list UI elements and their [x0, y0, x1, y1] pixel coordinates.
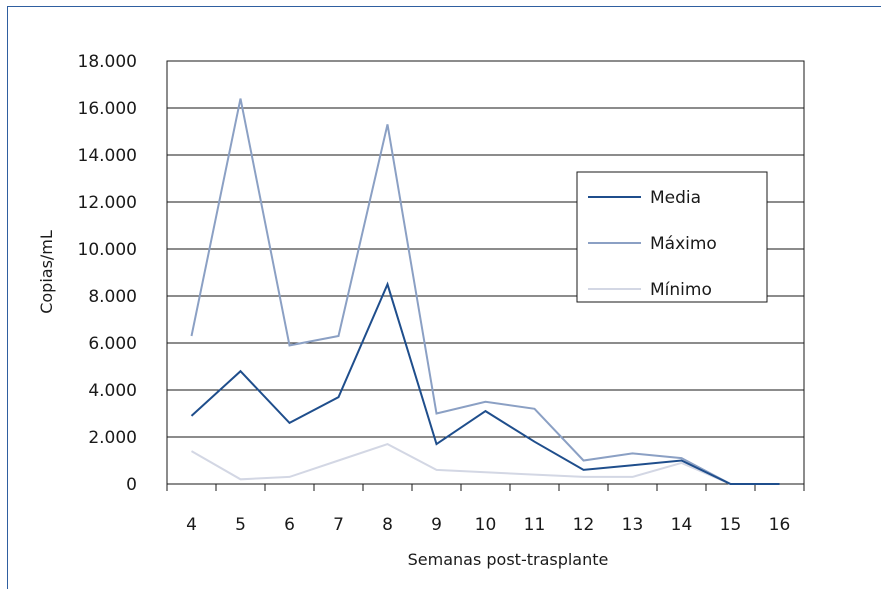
x-tick-labels: 4 5 6 7 8 9 10 11 12 13 14 15 16	[186, 515, 790, 535]
legend-box	[576, 171, 768, 303]
x-tick-label: 10	[475, 515, 497, 535]
legend-label-media: Media	[650, 188, 701, 208]
x-tick-label: 13	[622, 515, 644, 535]
x-tick-label: 15	[720, 515, 742, 535]
y-tick-label: 18.000	[78, 52, 137, 72]
y-axis-title: Copias/mL	[37, 230, 56, 314]
series-line-minimo	[191, 443, 780, 485]
x-tick-label: 6	[284, 515, 295, 535]
x-tick-label: 12	[573, 515, 595, 535]
legend-label-maximo: Máximo	[650, 234, 717, 254]
series-line-media	[190, 281, 780, 485]
y-tick-label: 10.000	[78, 240, 137, 260]
series-lines	[190, 98, 780, 485]
x-tick-label: 5	[235, 515, 246, 535]
y-tick-label: 8.000	[88, 287, 137, 307]
x-tick-label: 9	[431, 515, 442, 535]
x-tick-label: 11	[524, 515, 546, 535]
y-tick-label: 4.000	[88, 381, 137, 401]
x-tick-label: 7	[333, 515, 344, 535]
x-tick-label: 4	[186, 515, 197, 535]
x-tick-label: 14	[671, 515, 693, 535]
x-axis-title: Semanas post-trasplante	[408, 550, 609, 569]
plot-area-border	[166, 60, 805, 485]
y-tick-label: 0	[126, 475, 137, 495]
legend: Media Máximo Mínimo	[576, 171, 768, 303]
chart-frame	[7, 6, 881, 589]
x-tick-label: 8	[382, 515, 393, 535]
y-tick-label: 16.000	[78, 99, 137, 119]
y-tick-labels: 0 2.000 4.000 6.000 8.000 10.000 12.000 14.000 1…	[78, 52, 137, 495]
x-tick-marks	[166, 484, 805, 491]
y-tick-label: 12.000	[78, 193, 137, 213]
y-tick-label: 2.000	[88, 428, 137, 448]
y-tick-label: 6.000	[88, 334, 137, 354]
series-line-maximo	[190, 98, 780, 485]
y-tick-label: 14.000	[78, 146, 137, 166]
legend-label-minimo: Mínimo	[650, 280, 712, 300]
x-tick-label: 16	[769, 515, 791, 535]
